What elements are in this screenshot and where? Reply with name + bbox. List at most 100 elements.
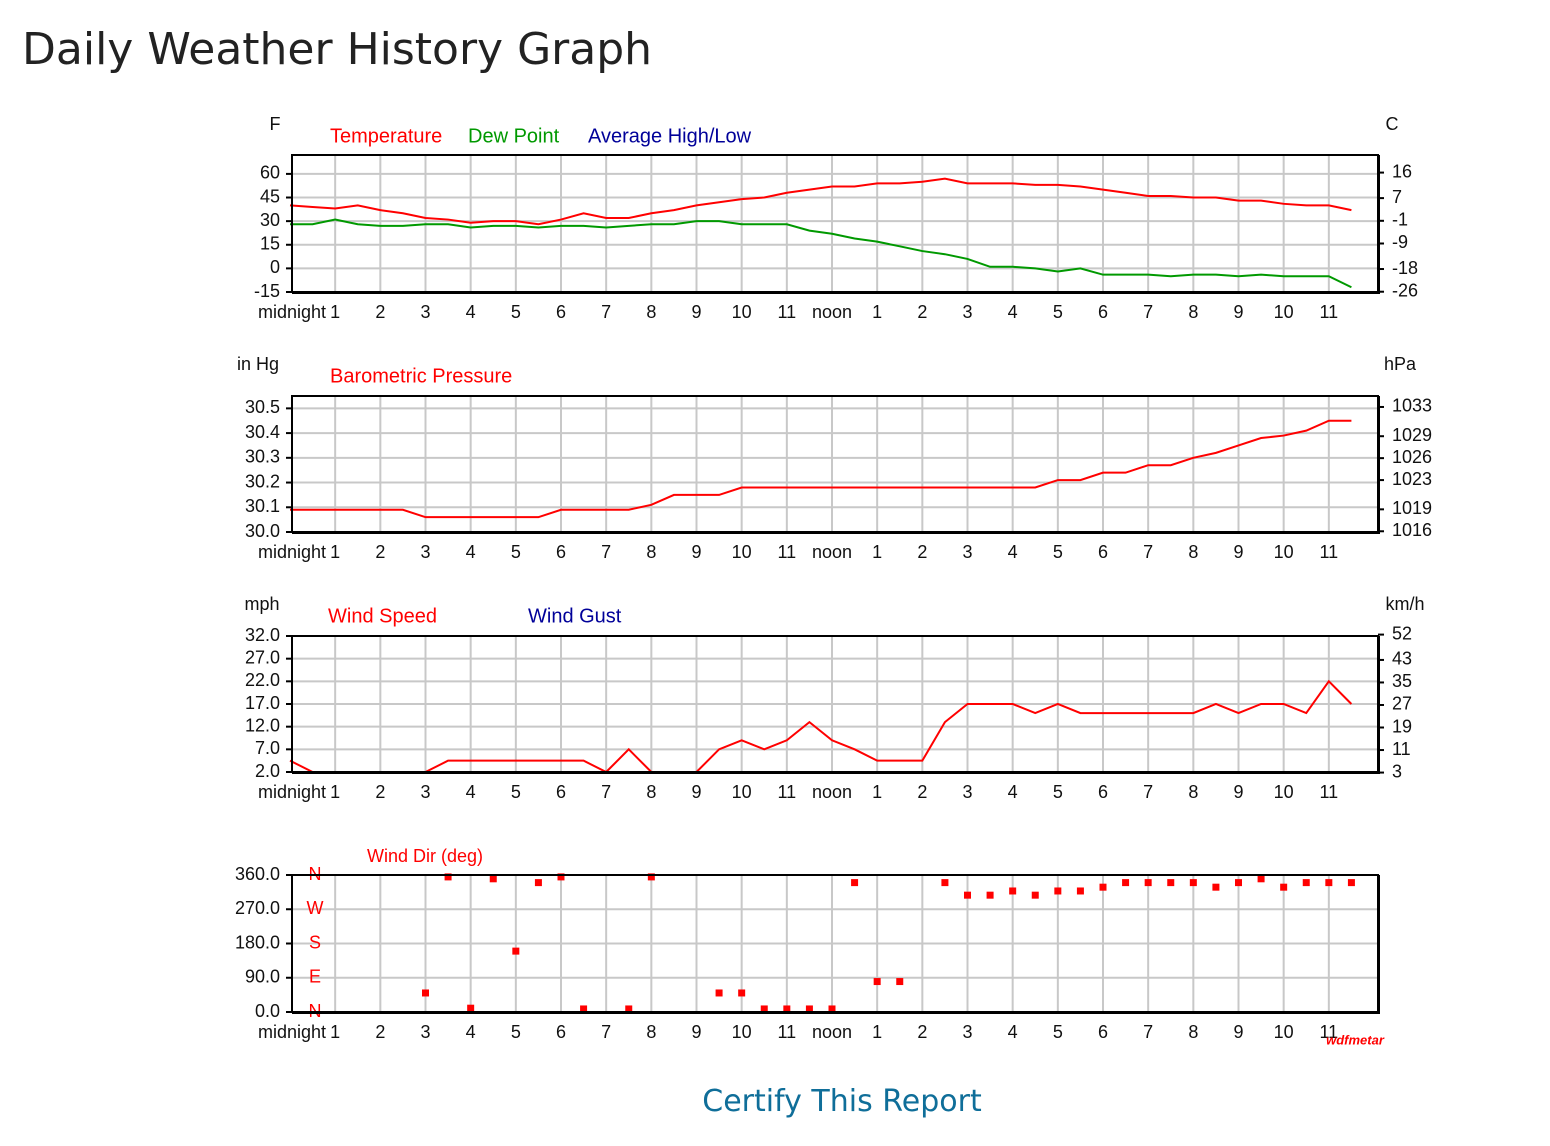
y2-tick-label: 19 <box>1392 716 1412 736</box>
x-tick-label: 8 <box>1188 1022 1198 1042</box>
y2-tick-label: 16 <box>1392 161 1412 181</box>
legend-entry: Wind Speed <box>328 605 437 627</box>
y2-tick-label: 1026 <box>1392 447 1432 467</box>
x-tick-label: midnight <box>258 782 326 802</box>
x-tick-label: 9 <box>691 302 701 322</box>
x-tick-label: 1 <box>330 302 340 322</box>
x-tick-label: 2 <box>917 302 927 322</box>
point <box>1189 879 1197 887</box>
point <box>851 879 859 887</box>
y2-tick-label: 1029 <box>1392 425 1432 445</box>
y-tick-label: 15 <box>260 234 280 254</box>
x-tick-label: 11 <box>777 302 796 322</box>
point <box>625 1005 633 1013</box>
y2-tick-label: 7 <box>1392 187 1402 207</box>
x-tick-label: 3 <box>962 302 972 322</box>
point <box>941 879 949 887</box>
x-tick-label: 7 <box>1143 542 1153 562</box>
point <box>760 1005 768 1013</box>
x-tick-label: 10 <box>732 302 752 322</box>
y-tick-label: 30.4 <box>245 422 280 442</box>
x-tick-label: 8 <box>1188 542 1198 562</box>
x-tick-label: noon <box>812 302 852 322</box>
x-tick-label: 2 <box>917 1022 927 1042</box>
y2-tick-label: 52 <box>1392 623 1412 643</box>
x-tick-label: 3 <box>962 542 972 562</box>
y-axis-unit: F <box>270 114 281 134</box>
point <box>1009 887 1017 895</box>
x-tick-label: 5 <box>1053 1022 1063 1042</box>
x-tick-label: 3 <box>962 1022 972 1042</box>
point <box>422 989 429 997</box>
y-tick-label: 90.0 <box>245 967 280 987</box>
y-tick-label: 0 <box>270 257 280 277</box>
point <box>805 1005 813 1013</box>
chart-title: Wind Dir (deg) <box>367 846 483 866</box>
x-tick-label: 10 <box>1274 1022 1294 1042</box>
y-tick-label: -15 <box>254 281 280 301</box>
x-tick-label: 2 <box>375 302 385 322</box>
certify-link[interactable]: Certify This Report <box>702 1084 982 1119</box>
point <box>512 947 520 955</box>
x-tick-label: 2 <box>375 1022 385 1042</box>
x-tick-label: 4 <box>466 542 476 562</box>
legend-entry: Barometric Pressure <box>330 365 512 387</box>
point <box>580 1005 588 1013</box>
x-tick-label: 10 <box>732 1022 752 1042</box>
x-tick-label: 7 <box>601 1022 611 1042</box>
x-tick-label: 6 <box>1098 782 1108 802</box>
x-tick-label: 11 <box>777 542 796 562</box>
y2-tick-label: -9 <box>1392 232 1408 252</box>
y2-tick-label: 1019 <box>1392 498 1432 518</box>
y-axis-unit: mph <box>244 594 279 614</box>
direction-label: N <box>309 864 322 884</box>
point <box>1325 879 1333 887</box>
x-tick-label: 5 <box>511 1022 521 1042</box>
x-tick-label: 3 <box>420 302 430 322</box>
direction-label: N <box>309 1001 322 1021</box>
x-tick-label: 6 <box>1098 302 1108 322</box>
direction-label: W <box>307 898 324 918</box>
x-tick-label: 3 <box>420 1022 430 1042</box>
x-tick-label: 5 <box>1053 782 1063 802</box>
x-tick-label: 11 <box>777 1022 796 1042</box>
x-tick-label: 9 <box>1233 1022 1243 1042</box>
x-tick-label: noon <box>812 542 852 562</box>
y-tick-label: 0.0 <box>255 1001 280 1021</box>
x-tick-label: 11 <box>1319 1022 1338 1042</box>
y2-axis-unit: C <box>1386 114 1399 134</box>
x-tick-label: 1 <box>330 782 340 802</box>
point <box>986 891 994 899</box>
x-tick-label: 11 <box>1319 302 1338 322</box>
x-tick-label: 1 <box>872 1022 882 1042</box>
direction-label: E <box>309 967 321 987</box>
point <box>647 873 655 881</box>
point <box>444 873 452 881</box>
x-tick-label: 11 <box>777 782 796 802</box>
x-tick-label: 3 <box>420 542 430 562</box>
x-tick-label: 3 <box>420 782 430 802</box>
x-tick-label: 1 <box>872 542 882 562</box>
y-tick-label: 32.0 <box>245 625 280 645</box>
y-tick-label: 30 <box>260 210 280 230</box>
y-tick-label: 30.2 <box>245 471 280 491</box>
y-axis-unit: in Hg <box>237 354 279 374</box>
series-line <box>290 419 1352 519</box>
point <box>1257 875 1265 883</box>
point <box>715 989 723 997</box>
x-tick-label: 7 <box>1143 782 1153 802</box>
x-tick-label: 6 <box>556 542 566 562</box>
x-tick-label: 4 <box>466 782 476 802</box>
x-tick-label: 9 <box>691 1022 701 1042</box>
x-tick-label: 5 <box>1053 542 1063 562</box>
x-tick-label: 8 <box>646 542 656 562</box>
x-tick-label: 5 <box>511 782 521 802</box>
x-tick-label: noon <box>812 1022 852 1042</box>
point <box>1235 879 1242 887</box>
legend-entry: Temperature <box>330 125 442 147</box>
point <box>1167 879 1175 887</box>
x-tick-label: 4 <box>1008 302 1018 322</box>
point <box>1302 879 1310 887</box>
y-tick-label: 360.0 <box>235 864 280 884</box>
y2-tick-label: -1 <box>1392 210 1408 230</box>
